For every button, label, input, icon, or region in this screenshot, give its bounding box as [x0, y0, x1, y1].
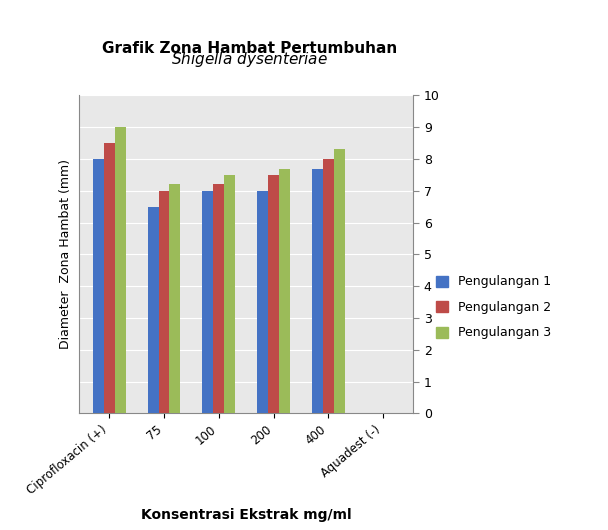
- Bar: [312, 169, 323, 413]
- Bar: [268, 175, 279, 413]
- Bar: [159, 191, 170, 413]
- Bar: [213, 184, 224, 413]
- Bar: [115, 127, 126, 413]
- Bar: [257, 191, 268, 413]
- Text: $\it{Shigella\ dysenteriae}$: $\it{Shigella\ dysenteriae}$: [171, 50, 328, 69]
- Bar: [104, 143, 115, 413]
- Legend: Pengulangan 1, Pengulangan 2, Pengulangan 3: Pengulangan 1, Pengulangan 2, Pengulanga…: [432, 272, 555, 343]
- Bar: [334, 149, 345, 413]
- X-axis label: Konsentrasi Ekstrak mg/ml: Konsentrasi Ekstrak mg/ml: [141, 508, 351, 522]
- Y-axis label: Diameter  Zona Hambat (mm): Diameter Zona Hambat (mm): [59, 160, 72, 349]
- Bar: [279, 169, 290, 413]
- Bar: [170, 184, 181, 413]
- Bar: [93, 159, 104, 413]
- Bar: [323, 159, 334, 413]
- Bar: [224, 175, 235, 413]
- Bar: [202, 191, 213, 413]
- Bar: [148, 207, 159, 413]
- Text: Grafik Zona Hambat Pertumbuhan: Grafik Zona Hambat Pertumbuhan: [102, 41, 397, 56]
